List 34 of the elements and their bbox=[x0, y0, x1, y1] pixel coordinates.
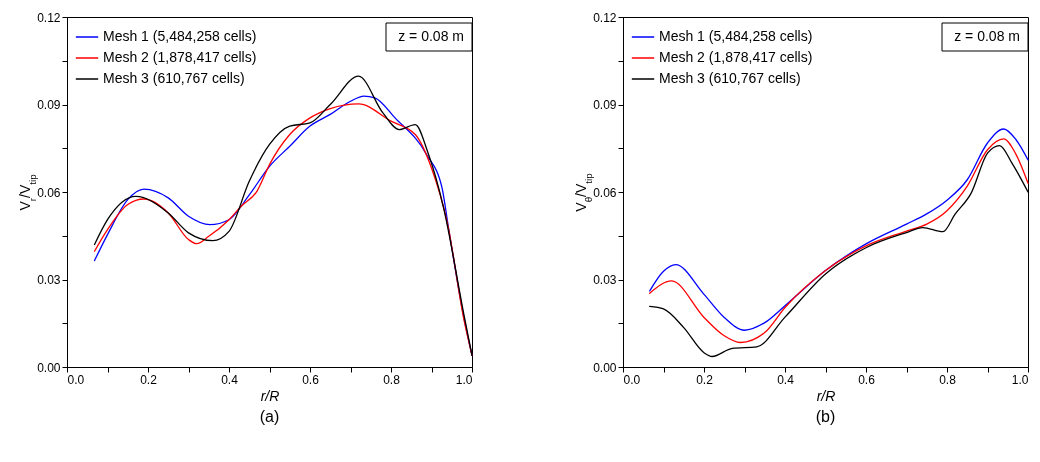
x-axis-title: r/R bbox=[260, 387, 280, 404]
annotation: z = 0.08 m bbox=[954, 28, 1020, 44]
legend-label: Mesh 1 (5,484,258 cells) bbox=[103, 28, 257, 44]
x-tick-label: 1.0 bbox=[455, 372, 473, 387]
x-tick-label: 0.4 bbox=[221, 372, 239, 387]
x-tick-label: 0.8 bbox=[939, 372, 957, 387]
x-tick-label: 0.0 bbox=[67, 372, 85, 387]
y-tick-label: 0.00 bbox=[593, 360, 617, 375]
annotation: z = 0.08 m bbox=[398, 28, 464, 44]
legend-label: Mesh 3 (610,767 cells) bbox=[659, 70, 801, 86]
x-tick-label: 0.8 bbox=[383, 372, 401, 387]
legend-label: Mesh 3 (610,767 cells) bbox=[103, 70, 245, 86]
x-tick-label: 0.6 bbox=[302, 372, 320, 387]
y-tick-label: 0.09 bbox=[593, 98, 617, 112]
x-tick-label: 0.2 bbox=[140, 372, 158, 387]
y-tick-label: 0.06 bbox=[37, 185, 61, 200]
y-tick-label: 0.12 bbox=[37, 10, 61, 25]
y-tick-label: 0.09 bbox=[37, 98, 61, 112]
x-tick-label: 0.4 bbox=[777, 372, 795, 387]
x-tick-label: 0.2 bbox=[696, 372, 714, 387]
x-tick-label: 1.0 bbox=[1011, 372, 1029, 387]
legend-label: Mesh 2 (1,878,417 cells) bbox=[103, 49, 257, 65]
x-tick-label: 0.0 bbox=[623, 372, 641, 387]
y-tick-label: 0.12 bbox=[593, 10, 617, 25]
y-tick-label: 0.06 bbox=[593, 185, 617, 200]
legend-label: Mesh 2 (1,878,417 cells) bbox=[659, 49, 813, 65]
x-tick-label: 0.6 bbox=[858, 372, 876, 387]
text: (b) bbox=[815, 408, 836, 425]
y-tick-label: 0.00 bbox=[37, 360, 61, 375]
legend-label: Mesh 1 (5,484,258 cells) bbox=[659, 28, 813, 44]
x-axis-title: r/R bbox=[816, 387, 836, 404]
y-tick-label: 0.03 bbox=[37, 273, 61, 287]
y-tick-label: 0.03 bbox=[593, 273, 617, 287]
text: (a) bbox=[259, 408, 280, 425]
